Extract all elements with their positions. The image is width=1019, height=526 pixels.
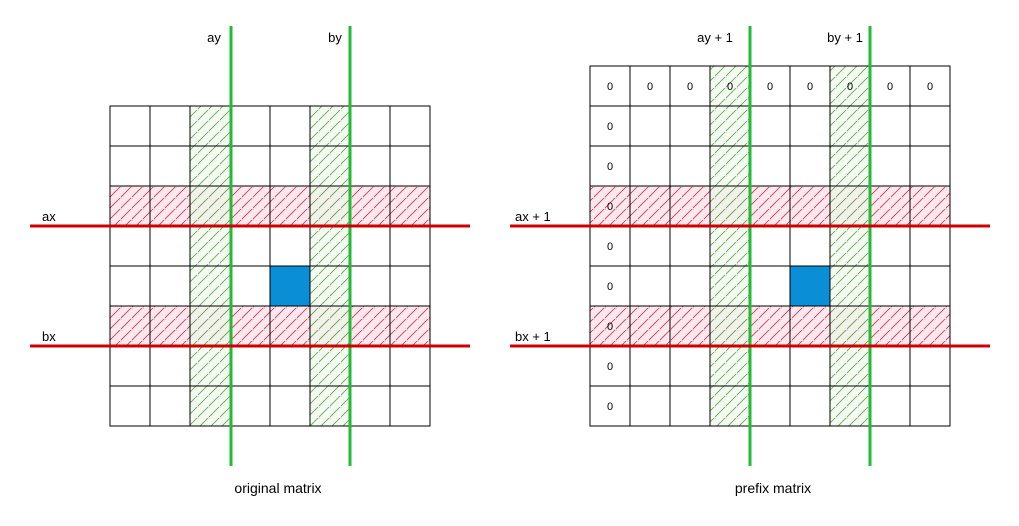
prefix-zero-cell: 0 — [607, 401, 613, 413]
prefix-zero-cell: 0 — [807, 81, 813, 93]
original-by-label: by — [328, 30, 342, 45]
prefix-ay1-label: ay + 1 — [697, 30, 733, 45]
prefix-zero-cell: 0 — [847, 81, 853, 93]
prefix-zero-cell: 0 — [607, 321, 613, 333]
prefix-zero-cell: 0 — [607, 81, 613, 93]
prefix-zero-column: 0 0 0 0 0 0 0 0 — [607, 121, 613, 413]
prefix-zero-cell: 0 — [607, 281, 613, 293]
prefix-col-band-ay1-hatch — [710, 66, 750, 426]
prefix-zero-cell: 0 — [607, 161, 613, 173]
original-bx-label: bx — [42, 329, 56, 344]
prefix-col-band-by1-hatch — [830, 66, 870, 426]
original-matrix: ay by ax bx original matrix — [30, 26, 470, 496]
prefix-zero-cell: 0 — [607, 121, 613, 133]
prefix-zero-cell: 0 — [767, 81, 773, 93]
prefix-zero-cell: 0 — [607, 201, 613, 213]
prefix-ax1-label: ax + 1 — [515, 209, 551, 224]
prefix-row-band-bx1-hatch — [590, 306, 950, 346]
prefix-zero-cell: 0 — [607, 241, 613, 253]
prefix-zero-cell: 0 — [887, 81, 893, 93]
prefix-row-band-ax1-hatch — [590, 186, 950, 226]
prefix-highlight-cell — [790, 266, 830, 306]
prefix-zero-cell: 0 — [727, 81, 733, 93]
original-highlight-cell — [270, 266, 310, 306]
prefix-zero-cell: 0 — [927, 81, 933, 93]
prefix-zero-row: 0 0 0 0 0 0 0 0 0 — [607, 81, 933, 93]
original-ay-label: ay — [207, 30, 221, 45]
prefix-matrix-caption: prefix matrix — [735, 480, 811, 496]
prefix-zero-cell: 0 — [687, 81, 693, 93]
prefix-bx1-label: bx + 1 — [515, 329, 551, 344]
prefix-grid — [589, 65, 951, 427]
original-ax-label: ax — [42, 209, 56, 224]
prefix-by1-label: by + 1 — [827, 30, 863, 45]
original-grid — [109, 105, 431, 427]
original-matrix-caption: original matrix — [234, 480, 321, 496]
prefix-zero-cell: 0 — [607, 361, 613, 373]
prefix-matrix: 0 0 0 0 0 0 0 0 0 0 0 0 0 0 0 0 0 ay + 1… — [510, 26, 990, 496]
prefix-zero-cell: 0 — [647, 81, 653, 93]
